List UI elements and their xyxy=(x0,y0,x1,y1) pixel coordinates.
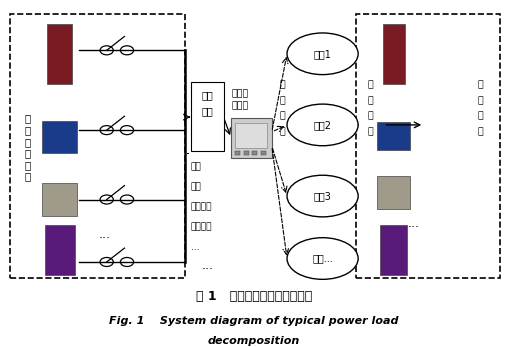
Text: decomposition: decomposition xyxy=(208,336,300,346)
Ellipse shape xyxy=(287,104,358,146)
Text: ...: ... xyxy=(98,228,110,241)
FancyBboxPatch shape xyxy=(190,82,224,151)
Bar xyxy=(244,151,249,155)
Text: 配: 配 xyxy=(368,127,374,136)
Text: ...: ... xyxy=(190,243,199,252)
Text: Fig. 1    System diagram of typical power load: Fig. 1 System diagram of typical power l… xyxy=(109,316,399,326)
Bar xyxy=(261,151,266,155)
FancyBboxPatch shape xyxy=(231,118,272,158)
Bar xyxy=(235,151,240,155)
Ellipse shape xyxy=(287,33,358,75)
Text: 无功功率: 无功功率 xyxy=(190,222,212,231)
FancyBboxPatch shape xyxy=(235,123,267,148)
Text: 分: 分 xyxy=(477,112,483,121)
Ellipse shape xyxy=(287,175,358,217)
Text: 匹: 匹 xyxy=(368,112,374,121)
FancyBboxPatch shape xyxy=(42,121,77,153)
Text: 分类...: 分类... xyxy=(312,254,333,263)
FancyBboxPatch shape xyxy=(45,225,75,275)
Text: 分: 分 xyxy=(279,112,285,121)
Text: 提取: 提取 xyxy=(201,106,213,116)
Text: 家
庭
负
荷
系
统: 家 庭 负 荷 系 统 xyxy=(25,113,31,181)
FancyBboxPatch shape xyxy=(47,24,72,84)
Text: 负: 负 xyxy=(368,81,374,90)
FancyBboxPatch shape xyxy=(42,183,77,216)
FancyBboxPatch shape xyxy=(377,176,410,209)
FancyBboxPatch shape xyxy=(380,225,407,275)
Ellipse shape xyxy=(287,238,358,279)
FancyBboxPatch shape xyxy=(377,122,410,150)
Bar xyxy=(252,151,257,155)
FancyBboxPatch shape xyxy=(383,24,405,84)
Text: 分类3: 分类3 xyxy=(313,191,332,201)
Text: 电流: 电流 xyxy=(190,182,201,191)
Text: 荷: 荷 xyxy=(279,96,285,105)
Text: 分类2: 分类2 xyxy=(313,120,332,130)
Text: 电压: 电压 xyxy=(190,162,201,171)
Text: 解: 解 xyxy=(477,127,483,136)
Text: 征分析: 征分析 xyxy=(231,101,248,110)
Text: 图 1   典型用电负荷分解结构图: 图 1 典型用电负荷分解结构图 xyxy=(196,290,312,303)
Text: 类: 类 xyxy=(279,127,285,136)
Text: 现: 现 xyxy=(477,96,483,105)
Text: 实: 实 xyxy=(477,81,483,90)
Text: 荷: 荷 xyxy=(368,96,374,105)
Text: 特征: 特征 xyxy=(201,91,213,100)
Text: 分类1: 分类1 xyxy=(313,49,332,59)
Text: 负: 负 xyxy=(279,81,285,90)
Text: ...: ... xyxy=(201,259,213,272)
Text: 负荷特: 负荷特 xyxy=(231,89,248,98)
Text: 有功功率: 有功功率 xyxy=(190,202,212,211)
Text: ...: ... xyxy=(408,217,420,230)
